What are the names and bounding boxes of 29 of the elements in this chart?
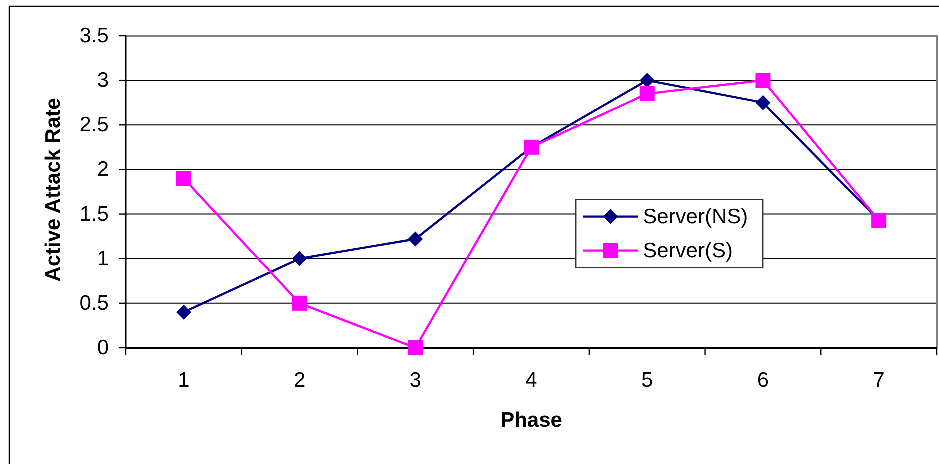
y-tick-label: 3.5	[80, 24, 109, 48]
y-tick-label: 1.5	[80, 202, 109, 226]
x-tick-label: 1	[178, 369, 190, 392]
x-tick-label: 6	[757, 369, 770, 392]
x-axis-title: Phase	[500, 409, 562, 432]
point	[176, 171, 192, 186]
y-tick-label: 0.5	[80, 292, 109, 315]
y-axis-title: Active Attack Rate	[42, 98, 65, 282]
point	[292, 296, 308, 311]
point	[292, 251, 308, 266]
point	[176, 304, 192, 320]
point	[756, 95, 771, 110]
y-tick-label: 1	[97, 247, 109, 270]
x-tick-label: 3	[410, 369, 422, 392]
x-tick-label: 7	[873, 369, 885, 392]
point	[640, 86, 655, 102]
x-tick-label: 2	[294, 369, 306, 392]
point	[756, 73, 771, 88]
y-tick-label: 3	[97, 69, 109, 92]
x-tick-label: 5	[642, 369, 654, 392]
point	[408, 340, 424, 356]
x-tick-label: 4	[526, 369, 538, 392]
point	[640, 73, 655, 88]
point	[408, 232, 424, 247]
y-tick-label: 2.5	[80, 114, 109, 137]
legend-label: Server(NS)	[643, 205, 748, 228]
legend-label: Server(S)	[643, 239, 733, 262]
y-tick-label: 2	[97, 158, 109, 182]
y-tick-label: 0	[97, 336, 109, 360]
